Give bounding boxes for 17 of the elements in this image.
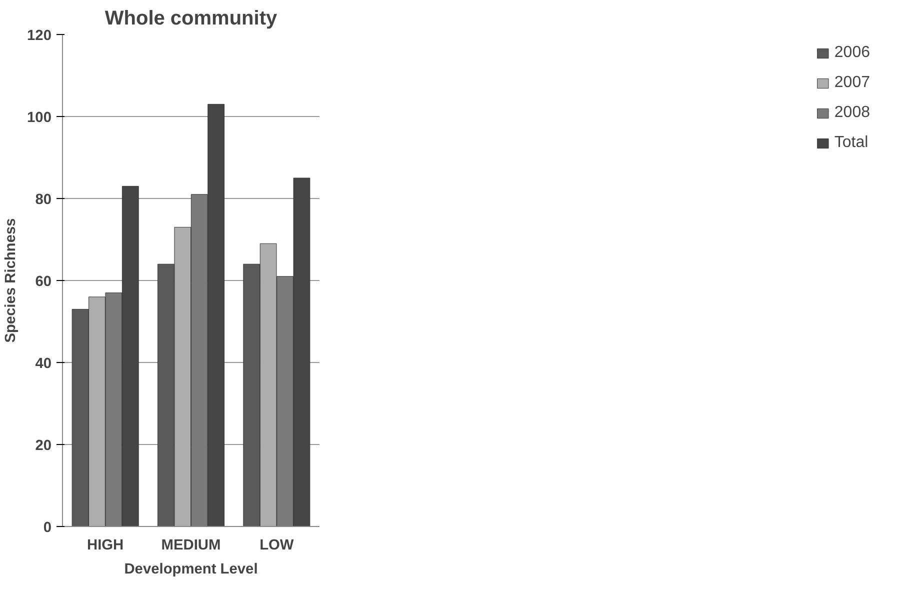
legend-label: 2007: [834, 74, 870, 92]
y-tick-label: 40: [35, 356, 52, 372]
legend-label: 2008: [834, 104, 870, 122]
y-axis-title: Species Richness: [3, 218, 20, 343]
y-tick-label: 80: [35, 192, 52, 208]
y-tick-label: 120: [27, 28, 52, 44]
chart-title: Whole community: [104, 8, 278, 30]
x-tick-label: MEDIUM: [161, 538, 221, 554]
y-tick-label: 60: [35, 274, 52, 290]
x-axis-title: Development Level: [124, 562, 258, 578]
x-tick-label: HIGH: [87, 538, 124, 554]
legend-label: 2006: [834, 44, 870, 62]
legend-label: Total: [834, 134, 868, 152]
y-tick-label: 0: [43, 520, 52, 536]
x-tick-label: LOW: [260, 538, 294, 554]
y-tick-label: 20: [35, 438, 52, 454]
y-tick-label: 100: [27, 110, 52, 126]
